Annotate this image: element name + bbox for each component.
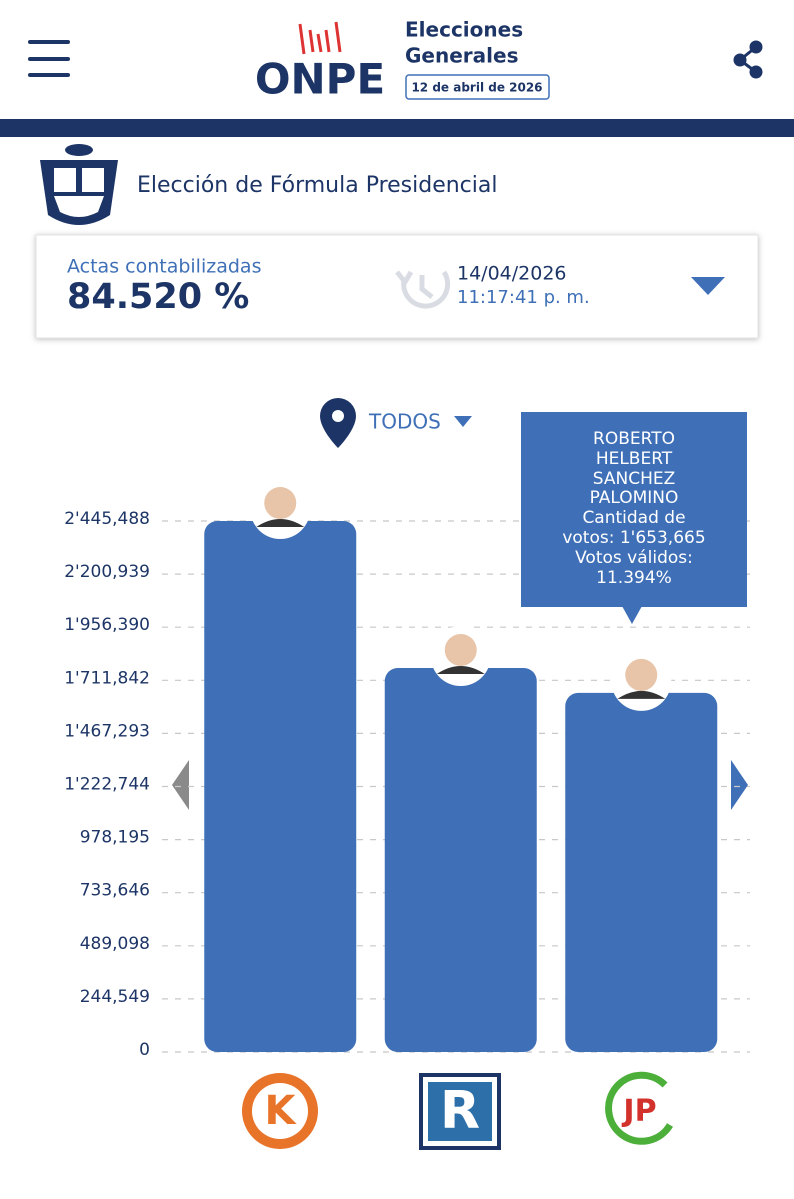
date-box — [405, 74, 550, 100]
tooltip-line: SANCHEZ — [592, 468, 676, 489]
summary-card — [35, 234, 759, 339]
party-logo: K — [242, 1073, 318, 1149]
tooltip: ROBERTO HELBERT SANCHEZ PALOMINO Cantidad de… — [521, 412, 747, 607]
tooltip-pointer — [622, 606, 642, 624]
dropdown-arrow[interactable] — [691, 277, 725, 295]
share-button[interactable] — [733, 40, 763, 79]
coat-of-arms — [40, 144, 118, 225]
clock-icon — [395, 270, 451, 309]
candidate-photo — [611, 650, 672, 711]
tooltip-line: votos: 1'653,665 — [562, 527, 706, 548]
photo-body — [256, 519, 305, 527]
header-title: Elecciones — [405, 18, 523, 42]
section-title: Elección de Fórmula Presidencial — [137, 173, 498, 198]
summary-date: 14/04/2026 — [457, 263, 567, 285]
header-stripe — [0, 119, 794, 137]
candidate-photo — [250, 479, 311, 539]
photo-body — [436, 665, 485, 674]
filter-arrow[interactable] — [454, 416, 472, 427]
y-tick-label: 489,098 — [80, 934, 150, 954]
y-tick-label: 1'467,293 — [64, 721, 150, 741]
candidate-photo — [430, 625, 491, 686]
logo-text: ONPE — [255, 55, 385, 104]
location-pin — [320, 398, 356, 448]
header-title: Generales — [405, 44, 518, 68]
summary-label: Actas contabilizadas — [67, 256, 261, 278]
tooltip-line: Votos válidos: — [575, 547, 693, 568]
menu-button[interactable] — [28, 40, 70, 77]
next-arrow[interactable] — [731, 760, 748, 810]
tooltip-line: 11.394% — [596, 567, 672, 588]
svg-text:R: R — [440, 1081, 480, 1141]
svg-text:K: K — [265, 1088, 298, 1134]
filter-label[interactable]: TODOS — [368, 410, 441, 434]
tooltip-line: Cantidad de — [582, 508, 686, 529]
y-tick-label: 2'445,488 — [64, 509, 150, 529]
tooltip-line: ROBERTO — [593, 429, 675, 449]
photo-body — [617, 690, 666, 699]
bar — [384, 667, 537, 1052]
party-logo: JP — [605, 1071, 674, 1145]
bar — [565, 692, 718, 1052]
summary-percent: 84.520 % — [67, 277, 249, 317]
logo-mark — [298, 21, 342, 55]
y-tick-label: 1'711,842 — [64, 668, 150, 688]
photo-face — [625, 658, 658, 691]
y-tick-label: 1'222,744 — [64, 775, 150, 795]
prev-arrow[interactable] — [172, 760, 189, 810]
y-tick-label: 2'200,939 — [64, 562, 150, 582]
bar — [204, 521, 357, 1052]
y-tick-label: 733,646 — [80, 881, 150, 901]
tooltip-line: PALOMINO — [589, 488, 679, 509]
y-tick-label: 1'956,390 — [64, 615, 150, 635]
photo-face — [264, 487, 297, 519]
y-tick-label: 244,549 — [80, 987, 150, 1007]
photo-face — [444, 633, 477, 666]
tooltip-line: HELBERT — [595, 448, 673, 469]
summary-time: 11:17:41 p. m. — [457, 287, 590, 308]
y-tick-label: 978,195 — [80, 828, 150, 848]
location-pin-dot — [332, 410, 344, 422]
party-logo: R — [419, 1073, 501, 1150]
svg-text:JP: JP — [621, 1094, 656, 1129]
header-date: 12 de abril de 2026 — [411, 81, 542, 95]
y-tick-label: 0 — [139, 1040, 150, 1060]
